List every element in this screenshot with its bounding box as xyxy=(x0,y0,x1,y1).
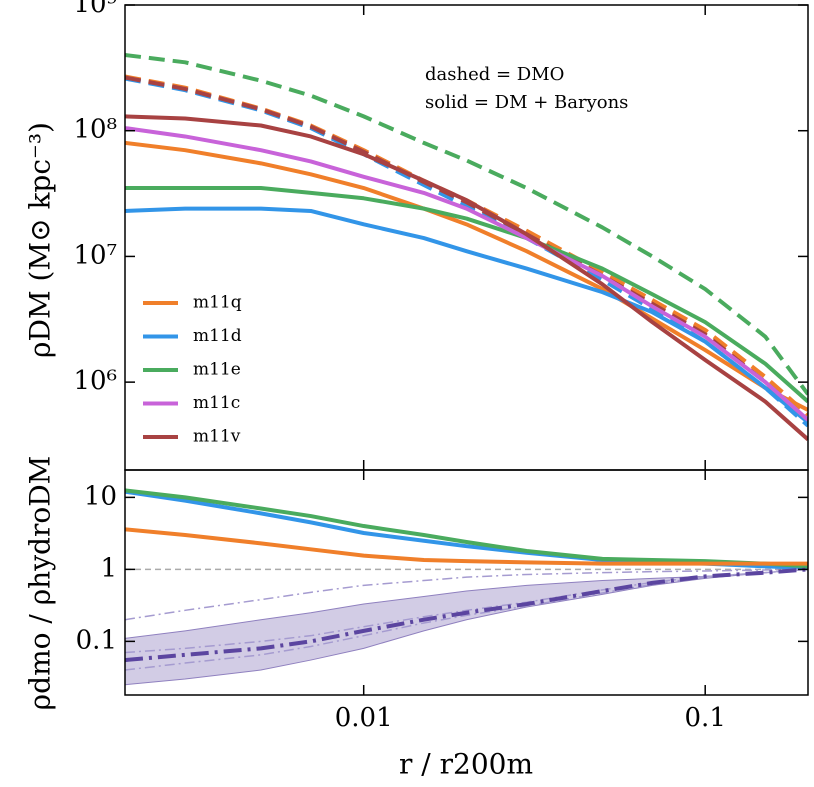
axes: 10⁶ 10⁷ 10⁸ 10⁹ m11q m11d m11e m11c m11v 0.1 1 10 0.… xyxy=(73,0,809,733)
series-line xyxy=(125,126,808,422)
y-tick-label: 0.1 xyxy=(76,625,117,655)
series-line xyxy=(125,186,808,404)
y-axis-label: ρdmo / ρhydroDM xyxy=(24,456,57,711)
y-tick-label: 10⁶ xyxy=(73,366,117,396)
top-plot-area xyxy=(125,53,808,441)
legend-label: m11v xyxy=(193,427,241,447)
bottom-plot-area xyxy=(125,488,808,686)
dmo-line xyxy=(125,53,808,396)
y-tick-label: 10⁷ xyxy=(73,240,117,270)
legend-label: m11d xyxy=(193,326,242,346)
y-axis-label: ρDM (M⊙ kpc⁻³) xyxy=(24,122,57,358)
dmo-line xyxy=(125,76,808,428)
series-line xyxy=(125,114,808,441)
series-line xyxy=(125,567,808,663)
x-tick-label: 0.01 xyxy=(335,703,393,733)
x-tick-label: 0.1 xyxy=(685,703,726,733)
annotation: solid = DM + Baryons xyxy=(425,92,628,113)
y-tick-label: 10 xyxy=(84,481,117,511)
annotation: dashed = DMO xyxy=(425,64,564,85)
series-line xyxy=(125,140,808,412)
series-line xyxy=(125,488,808,569)
legend-label: m11q xyxy=(193,293,242,313)
series-line xyxy=(125,568,808,621)
y-tick-label: 10⁸ xyxy=(73,115,117,145)
y-tick-label: 1 xyxy=(100,553,117,583)
legend-label: m11e xyxy=(193,360,241,380)
series-line xyxy=(125,527,808,566)
x-axis-label: r / r200m xyxy=(399,748,533,781)
band xyxy=(125,568,808,686)
axes-frame xyxy=(124,469,809,696)
series-line xyxy=(125,206,808,424)
y-tick-label: 10⁹ xyxy=(73,0,117,19)
legend-label: m11c xyxy=(193,393,240,413)
